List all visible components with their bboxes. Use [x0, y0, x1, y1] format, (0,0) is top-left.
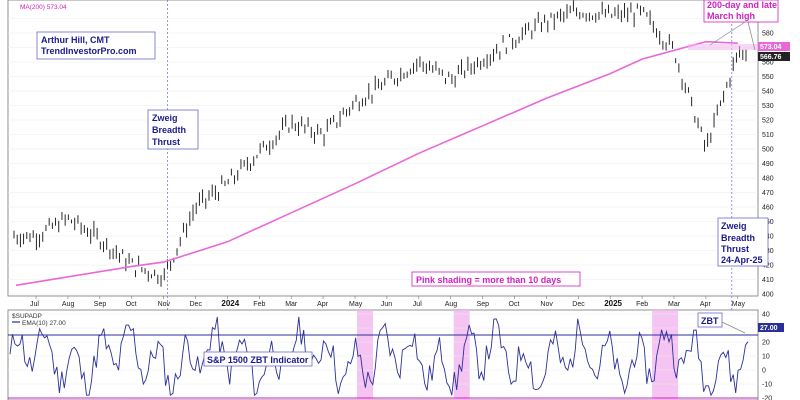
zbt-tag: ZBT: [701, 316, 719, 326]
ema-value-label: 27.00: [760, 325, 778, 332]
x-tick-label: Dec: [190, 301, 203, 308]
price-tick-label: 530: [762, 103, 774, 110]
x-tick-label: Jul: [30, 301, 39, 308]
author-name: Arthur Hill, CMT: [41, 35, 110, 45]
indicator-tick-label: 10: [762, 354, 770, 361]
indicator-label-box: [203, 351, 313, 367]
x-tick-label: Nov: [540, 301, 553, 308]
ma-value-tag: [758, 42, 790, 51]
zbt2-line1: Zweig: [721, 221, 747, 231]
x-tick-label: Apr: [700, 301, 712, 308]
last-price-tag: [758, 52, 790, 61]
x-tick-label: Nov: [158, 301, 171, 308]
price-tick-label: 540: [762, 89, 774, 96]
zbt1-line1: Zweig: [152, 113, 178, 123]
pink-note: Pink shading = more than 10 days: [416, 275, 561, 285]
indicator-tick-label: -10: [762, 382, 772, 389]
x-tick-label: 2025: [604, 299, 622, 308]
price-tick-label: 490: [762, 161, 774, 168]
x-tick-label: Dec: [572, 301, 585, 308]
shade-period: [652, 310, 679, 400]
price-tick-label: 460: [762, 205, 774, 212]
x-tick-label: Mar: [668, 301, 681, 308]
pink-note-box: [411, 271, 581, 287]
zbt1-line3: Thrust: [152, 137, 180, 147]
x-tick-label: Jun: [381, 301, 392, 308]
ema-value-tag: [758, 323, 784, 332]
indicator-tick-label: 20: [762, 340, 770, 347]
price-tick-label: 520: [762, 118, 774, 125]
x-tick-label: Mar: [285, 301, 298, 308]
indicator-tick-label: 0: [762, 368, 766, 375]
ema-line: [9, 316, 749, 397]
price-tick-label: 410: [762, 277, 774, 284]
zbt2-line3: Thrust: [721, 244, 749, 254]
x-axis-labels: Jul Aug Sep Oct Nov Dec 2024 Feb Mar Apr May Jun Jul…: [30, 296, 746, 308]
ma-note-line1: 200-day and late: [707, 0, 777, 10]
price-tick-label: 470: [762, 190, 774, 197]
x-tick-label: Aug: [62, 301, 75, 308]
ma-highlight-band: [688, 44, 758, 50]
price-tick-label: 550: [762, 74, 774, 81]
ma-note-arrow-1: [709, 21, 746, 46]
x-tick-label: Oct: [126, 301, 137, 308]
author-box: [36, 31, 156, 60]
last-price-label: 566.76: [760, 54, 782, 61]
x-tick-label: Sep: [94, 301, 107, 308]
price-tick-label: 500: [762, 147, 774, 154]
zbt2-line2: Breadth: [721, 233, 755, 243]
zbt-annotation-1: [147, 109, 199, 150]
x-tick-label: Sep: [477, 301, 490, 308]
x-tick-label: Jul: [413, 301, 422, 308]
ma-legend: MA(200) 573.04: [20, 4, 67, 11]
indicator-tick-label: -20: [762, 396, 772, 400]
price-tick-label: 580: [762, 31, 774, 38]
x-tick-label: Feb: [253, 301, 265, 308]
zbt2-line4: 24-Apr-25: [721, 255, 763, 265]
x-tick-label: 2024: [221, 299, 239, 308]
x-tick-label: Oct: [509, 301, 520, 308]
ma-note-line2: March high: [707, 11, 755, 21]
price-grid: [8, 18, 758, 295]
zbt-tag-box: [697, 312, 723, 328]
price-tick-label: 480: [762, 176, 774, 183]
ema-legend: EMA(10) 27.00: [22, 320, 66, 327]
ma-value-label: 573.04: [760, 44, 782, 51]
ma-note-arrow-2: [747, 21, 756, 51]
zbt-tag-arrow: [721, 321, 746, 334]
x-tick-label: Apr: [317, 301, 329, 308]
x-tick-label: Aug: [445, 301, 458, 308]
indicator-tick-label: 40: [762, 312, 770, 319]
author-site: TrendInvestorPro.com: [41, 46, 137, 56]
price-bars: [13, 0, 747, 287]
indicator-grid: [8, 313, 758, 399]
price-tick-label: 560: [762, 60, 774, 67]
price-tick-label: 510: [762, 132, 774, 139]
x-tick-label: May: [349, 301, 363, 308]
indicator-panel: [7, 309, 759, 400]
x-tick-label: Feb: [636, 301, 648, 308]
price-tick-label: 400: [762, 292, 774, 299]
ma-note-box: [703, 0, 779, 23]
indicator-symbol: $SUPADP: [12, 313, 42, 320]
zbt-annotation-2: [717, 217, 769, 267]
indicator-label: S&P 1500 ZBT Indicator: [207, 355, 309, 365]
zbt1-line2: Breadth: [152, 125, 186, 135]
ma200-line: [15, 40, 738, 287]
pink-shading: [357, 310, 679, 400]
x-tick-label: May: [732, 301, 746, 308]
